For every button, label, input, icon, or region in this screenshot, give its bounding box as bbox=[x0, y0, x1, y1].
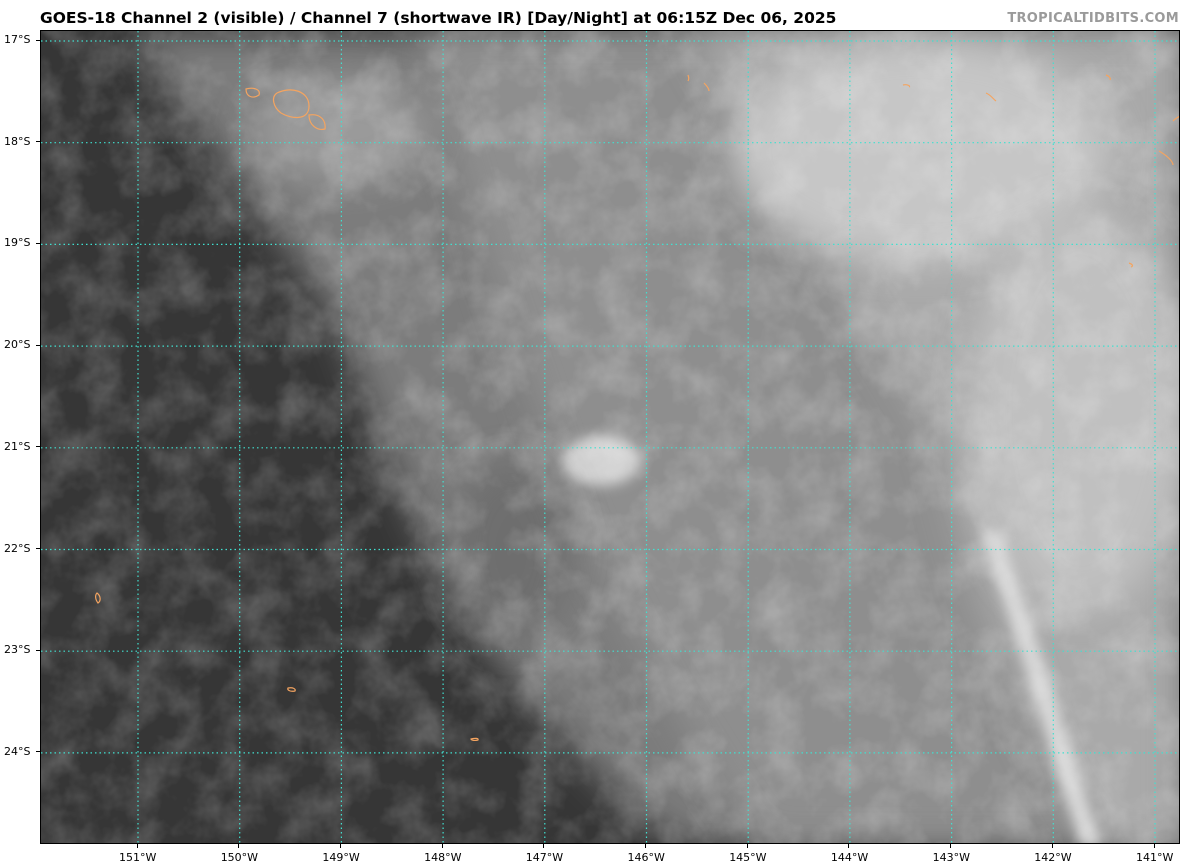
x-tick bbox=[441, 844, 443, 848]
longitude-label: 150°W bbox=[220, 851, 259, 864]
graticule bbox=[41, 31, 1179, 843]
longitude-label: 143°W bbox=[932, 851, 970, 864]
latitude-label: 18°S bbox=[4, 134, 31, 148]
x-tick bbox=[1153, 844, 1155, 848]
y-tick bbox=[36, 242, 40, 244]
x-tick bbox=[848, 844, 850, 848]
longitude-label: 147°W bbox=[525, 851, 564, 864]
x-tick bbox=[950, 844, 952, 848]
longitude-label: 148°W bbox=[424, 851, 462, 864]
satellite-imagery bbox=[41, 31, 1179, 843]
x-tick bbox=[645, 844, 646, 848]
y-tick bbox=[36, 39, 40, 41]
x-tick bbox=[1051, 844, 1053, 848]
longitude-label: 146°W bbox=[627, 851, 665, 864]
latitude-label: 23°S bbox=[4, 643, 31, 657]
x-tick bbox=[339, 844, 341, 848]
satellite-map[interactable] bbox=[40, 30, 1180, 844]
latitude-label: 21°S bbox=[4, 439, 31, 453]
credit-watermark: TROPICALTIDBITS.COM bbox=[1007, 11, 1179, 26]
longitude-label: 149°W bbox=[322, 851, 360, 864]
latitude-label: 24°S bbox=[4, 744, 31, 758]
x-tick bbox=[238, 844, 240, 848]
latitude-label: 19°S bbox=[4, 236, 31, 250]
latitude-label: 22°S bbox=[4, 541, 31, 555]
longitude-label: 145°W bbox=[729, 851, 767, 864]
latitude-label: 20°S bbox=[4, 338, 31, 352]
longitude-label: 144°W bbox=[830, 851, 869, 864]
latitude-label: 17°S bbox=[4, 33, 31, 46]
x-tick bbox=[746, 844, 748, 848]
y-tick bbox=[36, 446, 40, 448]
coastlines bbox=[95, 74, 1179, 742]
y-tick bbox=[36, 649, 40, 651]
y-tick bbox=[36, 548, 40, 549]
longitude-label: 142°W bbox=[1034, 851, 1072, 864]
map-title: GOES-18 Channel 2 (visible) / Channel 7 … bbox=[40, 9, 837, 27]
y-tick bbox=[36, 141, 40, 143]
y-tick bbox=[36, 751, 40, 753]
longitude-label: 151°W bbox=[119, 851, 157, 864]
x-tick bbox=[136, 844, 138, 848]
x-tick bbox=[543, 844, 545, 848]
longitude-label: 141°W bbox=[1136, 851, 1174, 864]
y-tick bbox=[36, 344, 40, 346]
